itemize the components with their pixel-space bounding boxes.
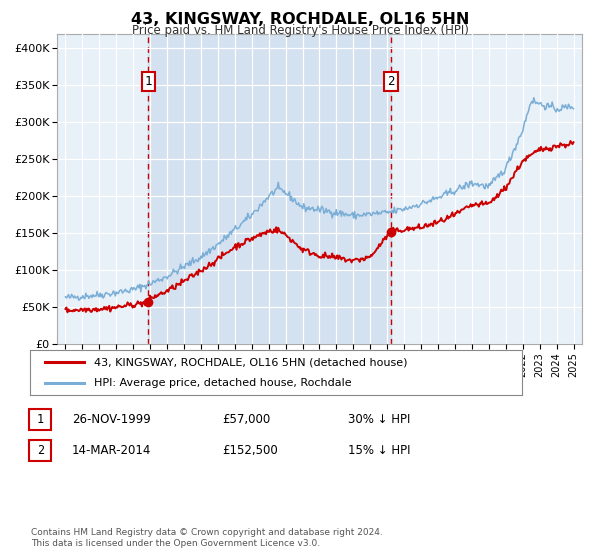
Text: 1: 1 bbox=[37, 413, 44, 426]
Text: 30% ↓ HPI: 30% ↓ HPI bbox=[348, 413, 410, 426]
Text: 2: 2 bbox=[387, 75, 394, 88]
Text: £57,000: £57,000 bbox=[222, 413, 270, 426]
Text: 14-MAR-2014: 14-MAR-2014 bbox=[72, 444, 151, 457]
Text: HPI: Average price, detached house, Rochdale: HPI: Average price, detached house, Roch… bbox=[94, 377, 352, 388]
Text: 43, KINGSWAY, ROCHDALE, OL16 5HN (detached house): 43, KINGSWAY, ROCHDALE, OL16 5HN (detach… bbox=[94, 357, 407, 367]
Bar bbox=[148, 34, 391, 344]
Text: £152,500: £152,500 bbox=[222, 444, 278, 457]
Text: Contains HM Land Registry data © Crown copyright and database right 2024.: Contains HM Land Registry data © Crown c… bbox=[31, 528, 383, 536]
Text: Price paid vs. HM Land Registry's House Price Index (HPI): Price paid vs. HM Land Registry's House … bbox=[131, 24, 469, 36]
Text: 26-NOV-1999: 26-NOV-1999 bbox=[72, 413, 151, 426]
Text: 15% ↓ HPI: 15% ↓ HPI bbox=[348, 444, 410, 457]
Text: 43, KINGSWAY, ROCHDALE, OL16 5HN: 43, KINGSWAY, ROCHDALE, OL16 5HN bbox=[131, 12, 469, 27]
Text: 2: 2 bbox=[37, 444, 44, 457]
Text: This data is licensed under the Open Government Licence v3.0.: This data is licensed under the Open Gov… bbox=[31, 539, 320, 548]
Text: 1: 1 bbox=[145, 75, 152, 88]
